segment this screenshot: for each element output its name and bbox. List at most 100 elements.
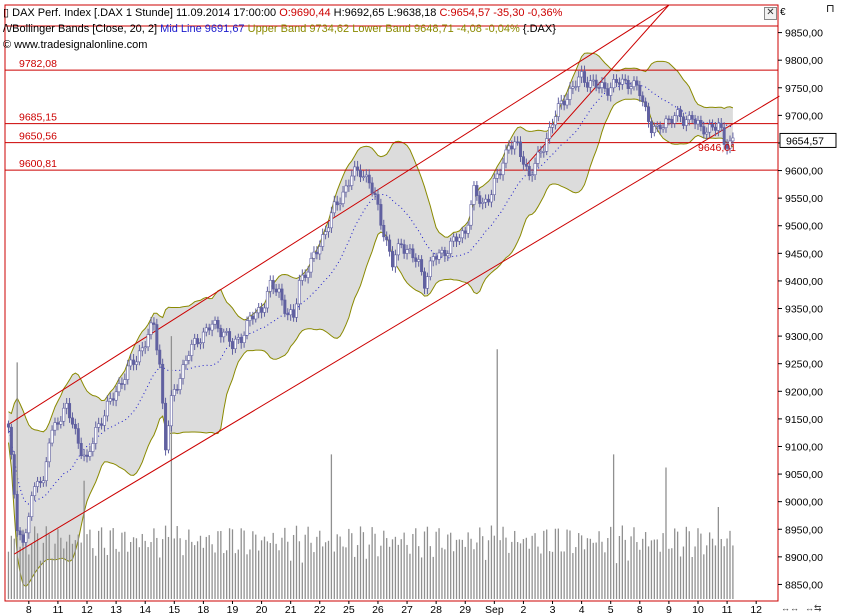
candle-body xyxy=(6,423,10,428)
candle-body xyxy=(245,320,249,336)
candle-body xyxy=(21,534,25,543)
horizontal-levels-layer: 9782,08 9685,15 9650,56 9600,81 xyxy=(5,25,778,171)
candle-body xyxy=(36,481,40,487)
candle-body xyxy=(297,280,301,305)
candle-body xyxy=(79,443,83,456)
candle-body xyxy=(155,324,159,351)
y-tick-label: 9200,00 xyxy=(785,386,823,398)
y-tick-label: 9350,00 xyxy=(785,304,823,316)
candle-body xyxy=(469,204,473,226)
candle-body xyxy=(574,86,578,88)
y-tick-label: 9250,00 xyxy=(785,359,823,371)
x-tick-label: 11 xyxy=(722,604,733,615)
candle-body xyxy=(516,141,520,144)
x-tick-label: 25 xyxy=(343,604,355,615)
candle-body xyxy=(417,259,421,262)
candle-body xyxy=(166,425,170,451)
candle-body xyxy=(594,79,598,88)
x-tick-label: 8 xyxy=(637,604,643,615)
candle-body xyxy=(335,201,339,206)
candle-body xyxy=(475,185,479,196)
candle-body xyxy=(126,365,130,380)
candle-body xyxy=(172,389,176,396)
volume-layer xyxy=(7,336,734,599)
candle-body xyxy=(408,248,412,251)
candle-body xyxy=(265,291,269,309)
close-chart-icon[interactable]: ✕ xyxy=(764,7,777,20)
candle-body xyxy=(673,115,677,124)
candle-body xyxy=(225,331,229,333)
candle-body xyxy=(341,191,345,204)
x-tick-label: 2 xyxy=(521,604,527,615)
candle-body xyxy=(236,337,240,340)
trend-line-lower xyxy=(14,95,780,555)
x-tick-label: 20 xyxy=(256,604,268,615)
candle-body xyxy=(62,407,66,422)
bollinger-band-fill xyxy=(8,53,733,587)
candle-body xyxy=(658,124,662,130)
candle-body xyxy=(286,313,290,316)
chart-bars-icon: ▯ xyxy=(3,7,10,19)
candle-body xyxy=(219,327,223,338)
candle-body xyxy=(353,166,357,177)
candle-body xyxy=(315,251,319,255)
candle-body xyxy=(425,276,429,289)
candle-body xyxy=(455,236,459,242)
level-label: 9685,15 xyxy=(19,112,57,124)
candle-body xyxy=(492,177,496,196)
candle-body xyxy=(47,442,51,463)
y-tick-label: 8950,00 xyxy=(785,524,823,536)
x-tick-label: 26 xyxy=(372,604,384,615)
candle-body xyxy=(609,87,613,96)
candle-body xyxy=(204,327,208,333)
y-axis: 8850,00 8900,00 8950,00 9000,00 9050,00 9100,… xyxy=(778,28,837,591)
candle-body xyxy=(623,78,627,81)
candle-body xyxy=(187,355,191,361)
x-tick-label: 19 xyxy=(227,604,239,615)
candle-body xyxy=(88,451,92,457)
pin-icon[interactable]: ⊓ xyxy=(826,3,835,15)
candle-body xyxy=(76,428,80,444)
candle-body xyxy=(312,251,316,259)
candle-body xyxy=(489,194,493,203)
symbol-label: {.DAX} xyxy=(522,23,556,35)
candle-body xyxy=(629,86,633,89)
candle-body xyxy=(184,360,188,366)
lower-band-line xyxy=(8,98,734,588)
candle-body xyxy=(30,495,34,517)
candle-body xyxy=(300,274,304,281)
candle-body xyxy=(722,127,726,145)
candle-body xyxy=(271,279,275,290)
y-tick-label: 9600,00 xyxy=(785,166,823,178)
scroll-x-icon[interactable]: ↔⇆ xyxy=(805,603,822,613)
candle-body xyxy=(487,198,491,203)
zoom-x-icon[interactable]: ↔↔ xyxy=(781,603,799,613)
level-label: 9600,81 xyxy=(19,158,57,170)
candle-body xyxy=(708,124,712,133)
x-tick-label: Sep xyxy=(485,604,504,615)
x-tick-label: 10 xyxy=(692,604,704,615)
x-tick-label: 4 xyxy=(579,604,585,615)
candle-body xyxy=(65,403,69,409)
candle-body xyxy=(33,486,37,497)
candle-body xyxy=(152,322,156,325)
candle-body xyxy=(504,149,508,164)
instrument-title: DAX Perf. Index [.DAX 1 Stunde] xyxy=(12,7,173,19)
x-tick-label: 9 xyxy=(666,604,672,615)
candle-body xyxy=(670,119,674,124)
candle-body xyxy=(198,342,202,345)
candle-body xyxy=(117,383,121,393)
last-price-label: 9654,57 xyxy=(786,135,824,147)
lower-band-value: Lower Band 9648,71 -4,08 -0,04% xyxy=(352,23,520,35)
candle-body xyxy=(228,331,232,342)
candle-body xyxy=(679,109,683,118)
candle-body xyxy=(132,359,136,365)
candle-body xyxy=(24,532,28,543)
candle-body xyxy=(449,240,453,254)
candle-body xyxy=(59,420,63,425)
candle-body xyxy=(536,151,540,164)
candle-body xyxy=(606,88,610,96)
candlestick-layer: 9646,01 xyxy=(6,65,736,548)
candle-body xyxy=(716,122,720,131)
